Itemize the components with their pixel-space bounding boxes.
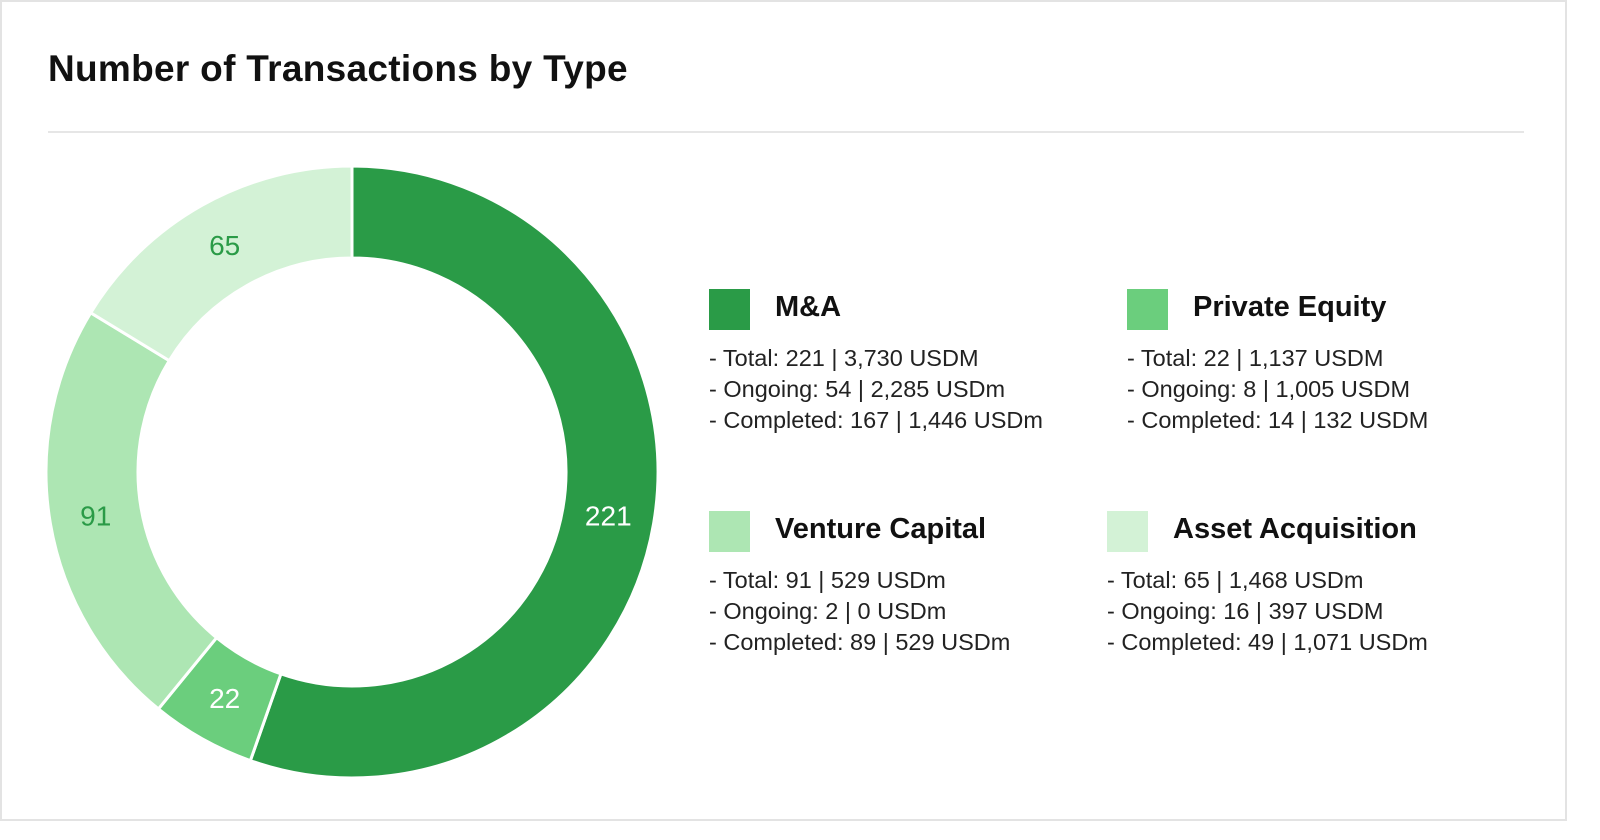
- legend-total-private-equity: - Total: 22 | 1,137 USDM: [1127, 345, 1384, 371]
- legend-label-private-equity: Private Equity: [1193, 291, 1387, 323]
- donut-label-ma: 221: [585, 500, 632, 531]
- legend-label-venture-capital: Venture Capital: [775, 513, 987, 545]
- title-divider: [48, 131, 1524, 133]
- legend-details-private-equity: - Total: 22 | 1,137 USDM - Ongoing: 8 | …: [1127, 343, 1428, 436]
- legend-label-ma: M&A: [775, 291, 842, 323]
- legend-ongoing-ma: - Ongoing: 54 | 2,285 USDm: [709, 376, 1006, 402]
- donut-slice-asset-acquisition: [88, 164, 354, 363]
- donut-slice-venture-capital: [44, 310, 219, 712]
- legend-swatch-asset-acquisition: [1107, 511, 1148, 552]
- legend-completed-private-equity: - Completed: 14 | 132 USDM: [1127, 407, 1429, 433]
- legend-details-venture-capital: - Total: 91 | 529 USDm - Ongoing: 2 | 0 …: [709, 565, 1010, 658]
- legend-swatch-venture-capital: [709, 511, 750, 552]
- legend-swatch-ma: [709, 289, 750, 330]
- donut-label-asset-acquisition: 65: [209, 230, 240, 261]
- legend-total-asset-acquisition: - Total: 65 | 1,468 USDm: [1107, 567, 1364, 593]
- legend-completed-ma: - Completed: 167 | 1,446 USDm: [709, 407, 1043, 433]
- legend-completed-venture-capital: - Completed: 89 | 529 USDm: [709, 629, 1011, 655]
- donut-label-venture-capital: 91: [80, 500, 111, 531]
- legend-total-ma: - Total: 221 | 3,730 USDM: [709, 345, 979, 371]
- legend-total-venture-capital: - Total: 91 | 529 USDm: [709, 567, 946, 593]
- legend-completed-asset-acquisition: - Completed: 49 | 1,071 USDm: [1107, 629, 1428, 655]
- donut-chart: 221 22 91 65: [44, 164, 660, 780]
- donut-label-private-equity: 22: [209, 683, 240, 714]
- legend-ongoing-venture-capital: - Ongoing: 2 | 0 USDm: [709, 598, 947, 624]
- chart-title: Number of Transactions by Type: [48, 48, 628, 89]
- legend-details-ma: - Total: 221 | 3,730 USDM - Ongoing: 54 …: [709, 343, 1043, 436]
- donut-slice-ma: [248, 164, 660, 780]
- legend-ongoing-private-equity: - Ongoing: 8 | 1,005 USDM: [1127, 376, 1411, 402]
- chart-card: Number of Transactions by Type 221 22 91 65…: [0, 0, 1567, 821]
- legend-swatch-private-equity: [1127, 289, 1168, 330]
- legend-ongoing-asset-acquisition: - Ongoing: 16 | 397 USDM: [1107, 598, 1384, 624]
- legend-details-asset-acquisition: - Total: 65 | 1,468 USDm - Ongoing: 16 |…: [1107, 565, 1428, 658]
- legend-label-asset-acquisition: Asset Acquisition: [1173, 513, 1417, 545]
